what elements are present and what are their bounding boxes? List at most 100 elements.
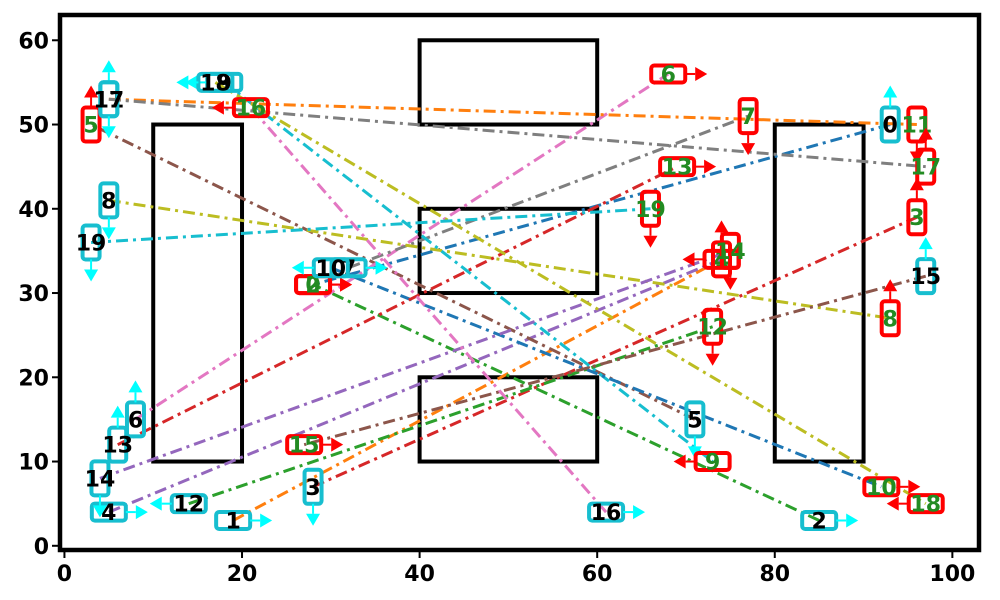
start-label-14: 14 — [85, 467, 116, 492]
start-label-3: 3 — [305, 476, 320, 501]
goal-arrow-head-8 — [883, 279, 898, 292]
x-tick-label-5: 100 — [929, 562, 975, 587]
start-label-8: 8 — [101, 189, 116, 214]
path-line-2 — [312, 283, 820, 522]
goal-arrow-head-9 — [673, 454, 686, 469]
start-arrow-head-18 — [176, 75, 189, 90]
start-arrow-head-6 — [128, 380, 143, 393]
goal-arrow-head-18 — [886, 496, 899, 511]
y-tick-label-2: 20 — [18, 366, 49, 391]
start-arrow-head-16 — [633, 505, 646, 520]
goal-arrow-head-13 — [704, 159, 717, 174]
goal-label-16: 16 — [236, 97, 267, 122]
path-line-16 — [249, 106, 608, 514]
start-arrow-head-10 — [291, 260, 304, 275]
goal-arrow-head-15 — [331, 437, 344, 452]
goal-label-17: 17 — [910, 156, 941, 181]
start-label-13: 13 — [102, 434, 133, 459]
path-line-3 — [312, 215, 918, 489]
paths-layer — [90, 72, 927, 522]
x-tick-label-1: 20 — [227, 562, 258, 587]
start-label-4: 4 — [101, 501, 116, 526]
path-line-9 — [223, 81, 714, 463]
start-arrow-head-0 — [883, 85, 898, 98]
goal-arrow-head-10 — [908, 479, 921, 494]
goal-arrow-head-1 — [714, 220, 729, 233]
x-tick-label-3: 60 — [582, 562, 613, 587]
path-line-1 — [232, 258, 723, 522]
start-label-1: 1 — [225, 510, 240, 535]
y-tick-label-3: 30 — [18, 282, 49, 307]
goal-label-9: 9 — [705, 451, 720, 476]
y-tick-label-4: 40 — [18, 198, 49, 223]
start-arrow-head-14 — [92, 505, 107, 518]
start-arrow-head-12 — [149, 496, 162, 511]
obstacle-0 — [151, 122, 245, 464]
path-line-14 — [99, 249, 731, 480]
goal-label-12: 12 — [697, 316, 728, 341]
goal-label-15: 15 — [289, 434, 320, 459]
x-tick-label-0: 0 — [57, 562, 72, 587]
y-tick-label-0: 0 — [34, 535, 49, 560]
goal-arrow-head-7 — [741, 143, 756, 156]
goal-label-8: 8 — [883, 307, 898, 332]
start-label-19: 19 — [76, 231, 107, 256]
start-label-6: 6 — [128, 408, 143, 433]
goal-arrow-head-5 — [84, 85, 99, 98]
start-arrow-head-5 — [687, 446, 702, 459]
y-tick-label-1: 10 — [18, 451, 49, 476]
start-arrow-head-7 — [375, 260, 388, 275]
goal-label-2: 2 — [305, 274, 320, 299]
start-label-2: 2 — [812, 510, 827, 535]
goal-arrow-head-16 — [211, 100, 224, 115]
start-label-0: 0 — [883, 114, 898, 139]
path-line-13 — [117, 165, 678, 447]
start-label-15: 15 — [910, 265, 941, 290]
path-line-17 — [108, 97, 926, 169]
path-line-7 — [348, 114, 749, 270]
path-line-11 — [108, 97, 917, 127]
path-line-8 — [108, 198, 891, 320]
start-arrow-head-1 — [260, 513, 273, 528]
path-line-4 — [108, 257, 723, 514]
path-line-10 — [330, 266, 882, 489]
start-label-10: 10 — [316, 257, 347, 282]
path-line-15 — [303, 274, 927, 447]
goal-arrow-head-6 — [695, 66, 708, 81]
y-tick-label-5: 50 — [18, 114, 49, 139]
goal-label-19: 19 — [635, 198, 666, 223]
start-arrow-head-11 — [101, 60, 116, 73]
obstacle-2 — [417, 38, 600, 127]
goal-arrow-head-2 — [340, 277, 353, 292]
start-arrow-head-2 — [846, 513, 859, 528]
goal-arrow-head-17 — [918, 127, 933, 140]
start-label-17: 17 — [94, 88, 125, 113]
x-tick-label-4: 80 — [759, 562, 790, 587]
goal-label-18: 18 — [910, 493, 941, 518]
start-arrow-head-8 — [101, 227, 116, 240]
plot-frame — [57, 12, 982, 553]
start-arrow-head-17 — [101, 126, 116, 139]
goal-label-13: 13 — [662, 156, 693, 181]
path-line-19 — [90, 207, 651, 244]
start-label-18: 18 — [200, 71, 231, 96]
goal-arrow-head-12 — [705, 353, 720, 366]
goal-label-3: 3 — [909, 206, 924, 231]
goal-label-5: 5 — [83, 114, 98, 139]
goal-label-10: 10 — [866, 476, 897, 501]
goal-label-14: 14 — [715, 240, 746, 265]
goal-arrow-head-19 — [643, 235, 658, 248]
goal-arrow-head-4 — [682, 252, 695, 267]
start-arrow-head-13 — [110, 405, 125, 418]
goal-label-7: 7 — [740, 105, 755, 130]
goal-label-6: 6 — [661, 63, 676, 88]
markers-layer: 0011223344556677889910101111121213131414… — [76, 60, 945, 535]
x-tick-label-2: 40 — [404, 562, 435, 587]
start-label-5: 5 — [687, 408, 702, 433]
start-arrow-head-4 — [135, 505, 148, 520]
obstacle-3 — [417, 206, 600, 296]
start-label-12: 12 — [173, 493, 204, 518]
y-tick-label-6: 60 — [18, 29, 49, 54]
